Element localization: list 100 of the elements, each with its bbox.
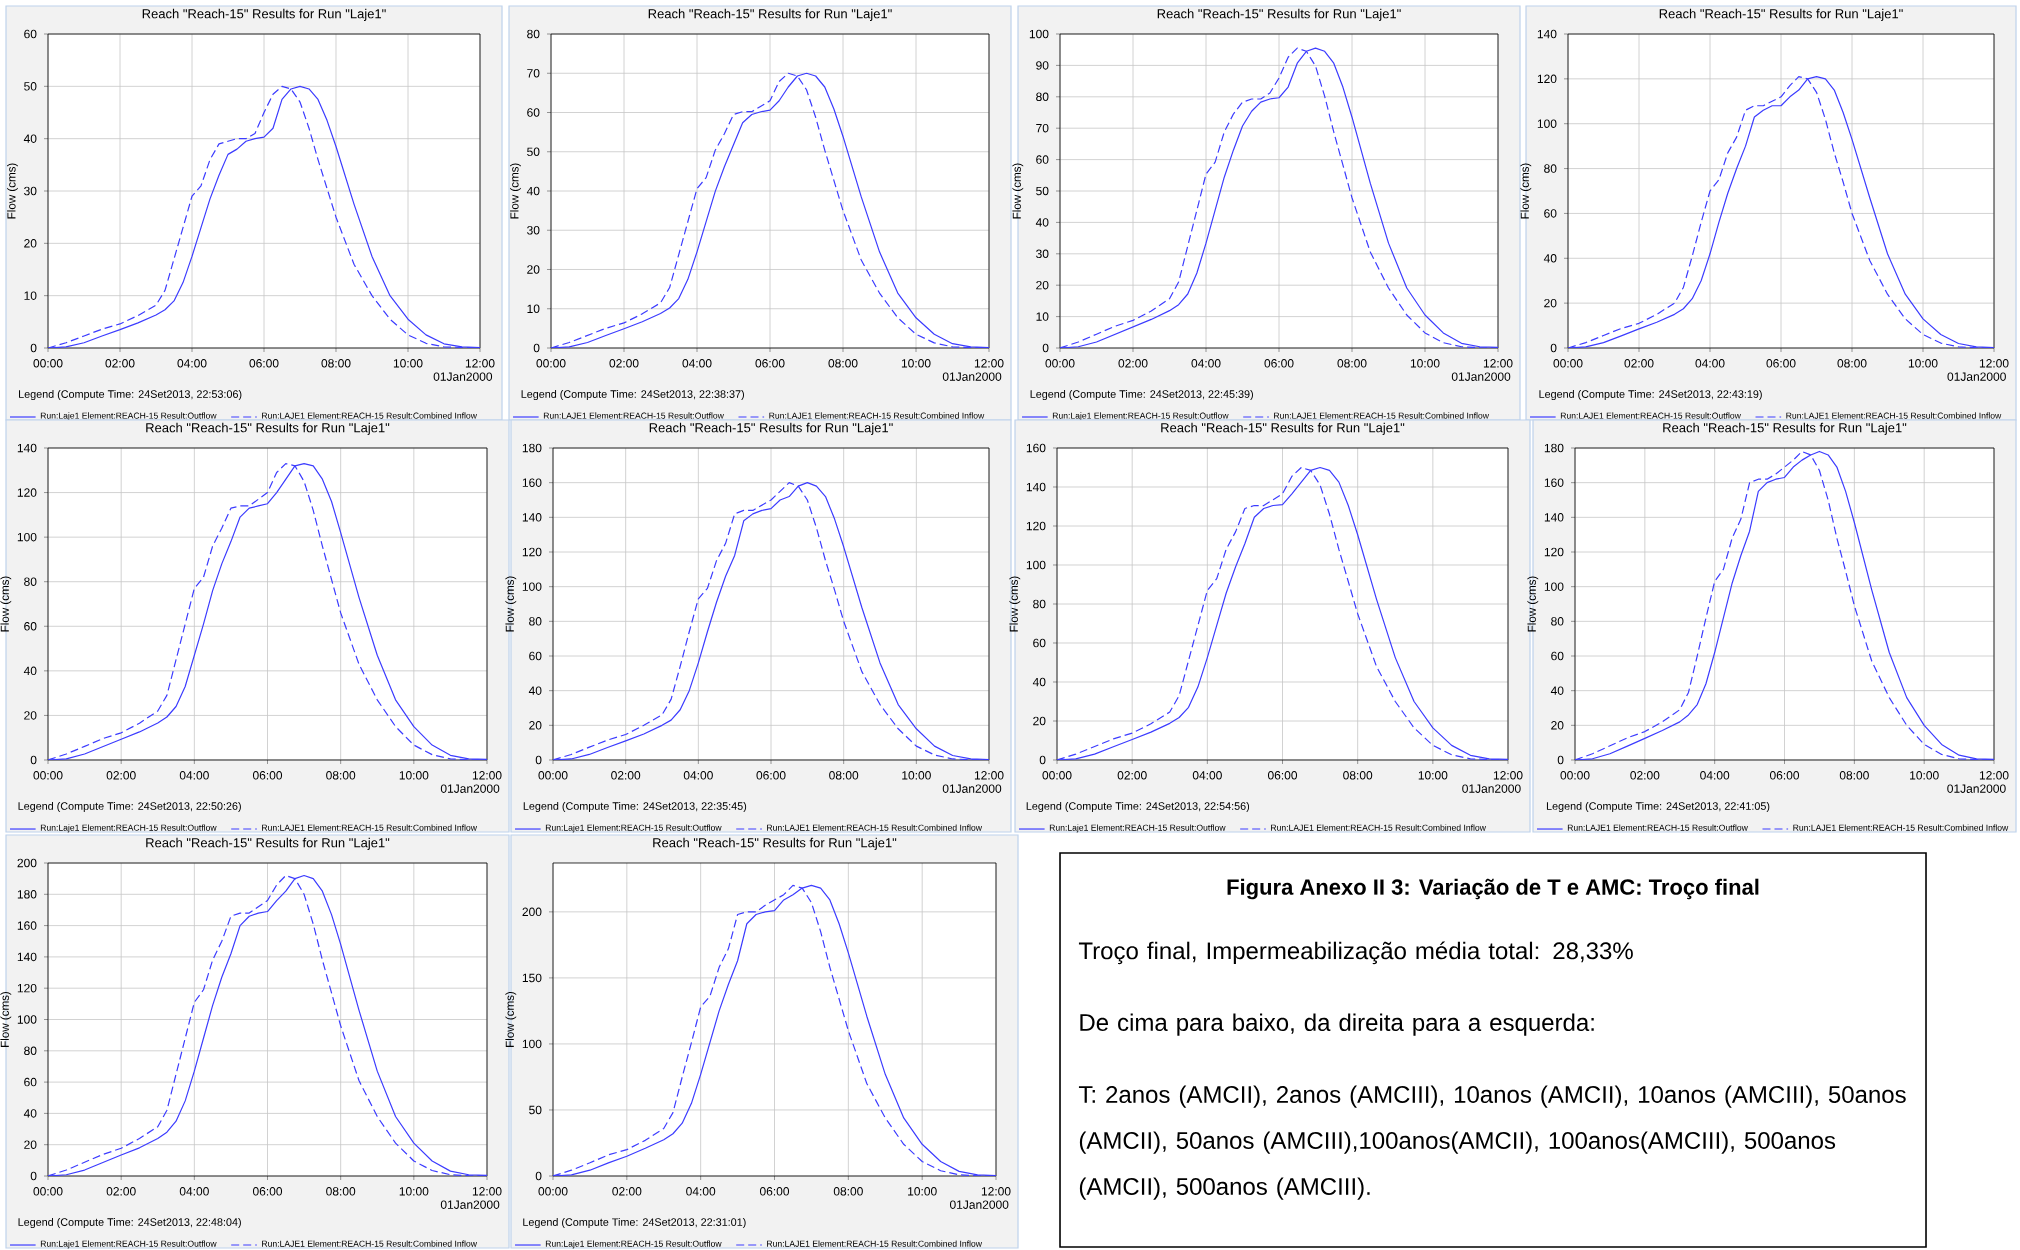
y-tick-label: 50 xyxy=(24,82,37,91)
y-tick-label: 120 xyxy=(1537,74,1557,84)
text: 01Jan2000 xyxy=(1462,784,1521,793)
y-tick-label: 40 xyxy=(1550,686,1564,695)
y-tick-label: 20 xyxy=(1551,721,1564,730)
x-tick-label: 12:00 xyxy=(1483,359,1513,368)
y-axis-title: Flow (cms) xyxy=(1012,163,1024,219)
x-tick-label: 10:00 xyxy=(1418,771,1448,780)
legend-title: Legend (Compute Time: 24Set2013, 22:48:04) xyxy=(18,1218,241,1229)
y-tick-label: 100 xyxy=(17,532,37,542)
x-tick-label: 06:00 xyxy=(252,1187,283,1196)
y-tick-label: 40 xyxy=(23,1109,37,1118)
y-tick-label: 20 xyxy=(1036,280,1049,290)
x-tick-label: 00:00 xyxy=(33,1187,63,1196)
legend-label: Run:LAJE1 Element:REACH-15 Result:Outflow xyxy=(1560,412,1741,419)
y-tick-label: 140 xyxy=(17,443,37,453)
y-tick-label: 10 xyxy=(527,304,540,313)
y-tick-label: 0 xyxy=(1557,755,1564,765)
x-tick-label: 10:00 xyxy=(399,771,429,780)
y-tick-label: 0 xyxy=(535,755,542,765)
legend-label: Run:LAJE1 Element:REACH-15 Result:Combined Inflow xyxy=(767,824,982,831)
x-tick-label: 12:00 xyxy=(465,359,495,368)
y-tick-label: 180 xyxy=(522,443,542,453)
y-tick-label: 100 xyxy=(522,1039,542,1049)
y-tick-label: 60 xyxy=(1544,209,1557,218)
y-axis-title: Flow (cms) xyxy=(1520,163,1532,219)
x-tick-label: 06:00 xyxy=(1267,771,1298,780)
legend-title: Legend (Compute Time: 24Set2013, 22:41:05) xyxy=(1546,801,1770,813)
y-tick-label: 120 xyxy=(1026,521,1046,531)
x-tick-label: 02:00 xyxy=(1630,771,1660,780)
x-tick-label: 02:00 xyxy=(1117,771,1147,780)
y-tick-label: 40 xyxy=(23,666,37,676)
x-tick-label: 08:00 xyxy=(321,359,351,368)
text: Troço final, Impermeabilização média total: 28,33% xyxy=(1078,941,1633,965)
y-tick-label: 20 xyxy=(529,721,542,730)
y-tick-label: 160 xyxy=(1026,443,1046,453)
x-tick-label: 00:00 xyxy=(538,1187,568,1196)
x-tick-label: 08:00 xyxy=(1837,359,1867,368)
y-tick-label: 20 xyxy=(24,1140,37,1149)
y-tick-label: 140 xyxy=(1026,482,1046,492)
y-tick-label: 60 xyxy=(529,651,542,661)
x-tick-label: 06:00 xyxy=(1766,359,1796,368)
y-tick-label: 40 xyxy=(528,686,542,695)
y-tick-label: 60 xyxy=(1036,155,1049,164)
y-tick-label: 80 xyxy=(1036,92,1049,102)
y-tick-label: 140 xyxy=(17,952,37,962)
y-tick-label: 80 xyxy=(527,29,540,39)
x-tick-label: 04:00 xyxy=(177,359,207,368)
y-tick-label: 10 xyxy=(1036,312,1049,321)
y-tick-label: 60 xyxy=(1551,651,1564,661)
x-tick-label: 00:00 xyxy=(33,771,63,780)
chart-title: Reach "Reach-15" Results for Run "Laje1" xyxy=(146,837,390,850)
x-tick-label: 00:00 xyxy=(33,359,63,368)
x-tick-label: 10:00 xyxy=(901,359,931,368)
y-tick-label: 20 xyxy=(24,711,37,720)
y-tick-label: 60 xyxy=(24,29,37,39)
y-tick-label: 40 xyxy=(526,186,540,196)
x-tick-label: 12:00 xyxy=(1979,771,2009,780)
legend-label: Run:LAJE1 Element:REACH-15 Result:Combined Inflow xyxy=(1786,412,2002,419)
y-tick-label: 70 xyxy=(1036,123,1049,133)
legend-label: Run:LAJE1 Element:REACH-15 Result:Combined Inflow xyxy=(262,412,477,419)
x-tick-label: 04:00 xyxy=(179,1187,209,1196)
y-tick-label: 100 xyxy=(17,1015,37,1024)
legend-title: Legend (Compute Time: 24Set2013, 22:35:45) xyxy=(523,801,747,813)
y-tick-label: 80 xyxy=(1033,599,1046,609)
text: T: 2anos (AMCII), 2anos (AMCIII), 10anos (AMCII), 10anos (AMCIII), 50anos (AMCII), 50anos (AMCIII),100anos(AMCII), 100anos(AMCIII), 500anos (AMCII), 500anos (AMCIII). xyxy=(1078,1085,1906,1200)
text: 01Jan2000 xyxy=(440,1200,500,1209)
x-tick-label: 10:00 xyxy=(1910,771,1939,780)
x-tick-label: 02:00 xyxy=(609,359,639,368)
x-tick-label: 10:00 xyxy=(393,359,423,368)
y-tick-label: 20 xyxy=(24,239,37,248)
x-tick-label: 00:00 xyxy=(1042,771,1072,780)
y-tick-label: 0 xyxy=(533,343,540,353)
y-tick-label: 50 xyxy=(529,1105,542,1115)
y-tick-label: 100 xyxy=(522,582,542,591)
x-tick-label: 08:00 xyxy=(828,359,858,368)
legend-label: Run:LAJE1 Element:REACH-15 Result:Combined Inflow xyxy=(1274,412,1489,419)
legend-label: Run:LAJE1 Element:REACH-15 Result:Combined Inflow xyxy=(262,824,477,831)
x-tick-label: 04:00 xyxy=(1192,771,1222,780)
legend-label: Run:LAJE1 Element:REACH-15 Result:Combined Inflow xyxy=(767,1240,982,1247)
x-tick-label: 00:00 xyxy=(536,359,566,368)
y-tick-label: 180 xyxy=(17,890,37,899)
x-tick-label: 06:00 xyxy=(755,359,785,368)
x-tick-label: 02:00 xyxy=(106,771,136,780)
legend-label: Run:Laje1 Element:REACH-15 Result:Outflow xyxy=(1049,824,1226,833)
y-tick-label: 50 xyxy=(527,147,540,157)
x-tick-label: 10:00 xyxy=(1908,359,1938,368)
x-tick-label: 04:00 xyxy=(686,1187,716,1196)
y-tick-label: 70 xyxy=(527,69,540,78)
y-tick-label: 120 xyxy=(1544,547,1564,557)
text: 01Jan2000 xyxy=(949,1200,1009,1209)
y-axis-title: Flow (cms) xyxy=(505,576,517,632)
y-tick-label: 0 xyxy=(1550,343,1557,353)
y-tick-label: 140 xyxy=(1544,513,1564,522)
y-tick-label: 80 xyxy=(529,617,542,626)
y-tick-label: 140 xyxy=(1537,29,1557,39)
y-tick-label: 0 xyxy=(1042,343,1049,353)
legend-title: Legend (Compute Time: 24Set2013, 22:54:56) xyxy=(1026,801,1250,812)
y-tick-label: 0 xyxy=(1039,755,1046,765)
x-tick-label: 00:00 xyxy=(1045,359,1075,368)
